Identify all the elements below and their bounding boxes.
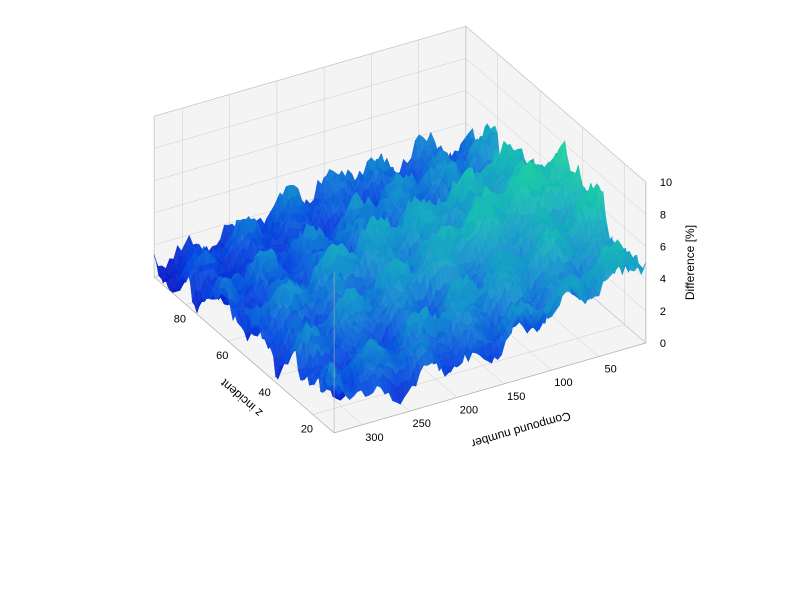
surface-chart: 20406080501001502002503000246810z incide…	[0, 0, 800, 600]
chart-svg: 20406080501001502002503000246810z incide…	[0, 0, 800, 600]
